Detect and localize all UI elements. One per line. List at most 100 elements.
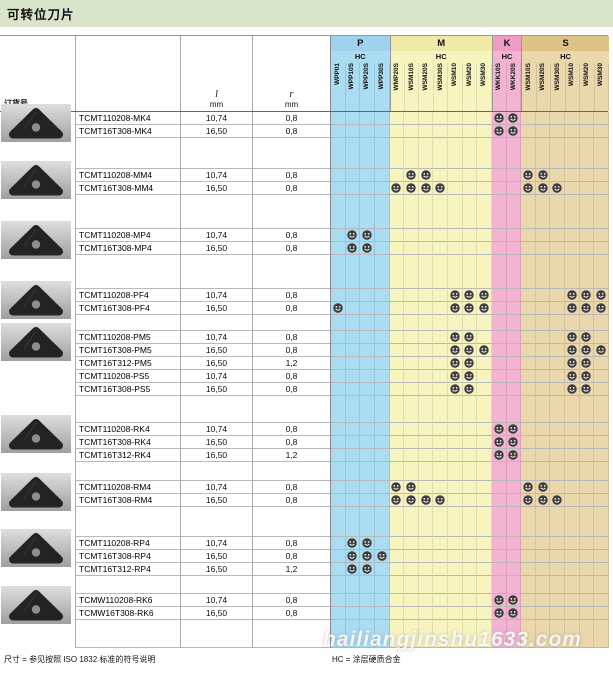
grade-cell [462,436,478,449]
tigertec-smiley-icon [567,303,577,313]
tigertec-smiley-icon [362,230,372,240]
grade-cell [521,620,536,648]
r-value: 0,8 [252,331,330,344]
grade-cell [506,423,522,436]
grade-cell [550,344,565,357]
grade-cell [462,195,478,229]
grade-cell [331,576,346,594]
tigertec-smiley-icon [567,384,577,394]
grade-cell [433,370,448,383]
grade-cell [404,494,419,507]
grade-cell [389,289,405,302]
l-value: 16,50 [180,494,252,507]
grade-cell [345,357,361,370]
tigertec-smiley-icon [493,424,504,434]
table-row: TCMT16T308-MM4 16,50 0,8 [0,182,609,195]
photo-cell [0,370,75,383]
grade-cell [418,620,434,648]
grade-cell [550,607,565,620]
grade-cell [594,550,609,563]
grade-cell [448,594,463,607]
grade-cell [389,182,405,195]
grade-cell [374,125,390,138]
grade-cell [579,357,595,370]
l-value: 16,50 [180,182,252,195]
grade-cell [521,195,536,229]
l-value: 10,74 [180,289,252,302]
grade-cell [506,331,522,344]
grade-cell [550,125,565,138]
grade-cell [550,289,565,302]
grade-cell [579,550,595,563]
grade-group-label: S [522,36,609,51]
table-row: TCMT110208-MP4 10,74 0,8 [0,221,609,259]
grade-cell [594,125,609,138]
grade-cell [433,289,448,302]
grade-cell [550,255,565,289]
order-number: TCMT110208-MM4 [75,169,180,182]
grade-cell [345,537,361,550]
grade-cell [418,370,434,383]
grade-cell [594,620,609,648]
table-body: TCMT110208-MK4 10,74 0,8 TCMT16T308-MK4 16,5… [0,104,609,648]
tigertec-smiley-icon [450,371,460,381]
grade-cell [360,229,375,242]
grade-cell [448,331,463,344]
grade-cell [506,607,522,620]
grade-cell [521,507,536,537]
grade-cell [535,315,551,331]
grade-cell [462,537,478,550]
tigertec-smiley-icon [464,345,475,355]
grade-cell [389,370,405,383]
grade-cell [579,436,595,449]
grade-cell [448,315,463,331]
grade-label: WPP30S [377,63,385,90]
tigertec-smiley-icon [420,170,431,180]
grade-cell [345,242,361,255]
grade-cell [550,370,565,383]
grade-cell [579,563,595,576]
grade-cell [331,138,346,169]
r-value: 1,2 [252,449,330,462]
r-value: 1,2 [252,563,330,576]
grade-cell [448,302,463,315]
grade-cell [448,370,463,383]
grade-cell [579,607,595,620]
tigertec-smiley-icon [508,450,519,460]
grade-cell [418,537,434,550]
grade-cell [462,550,478,563]
grade-cell [477,607,492,620]
insert-photo [1,473,71,511]
grade-cell [433,620,448,648]
grade-cell [448,229,463,242]
grade-cell [418,289,434,302]
insert-photo [1,529,71,567]
grade-cell [535,289,551,302]
grade-cell [550,507,565,537]
grade-cell [448,169,463,182]
grade-cell [565,125,580,138]
grade-cell [374,344,390,357]
grade-cell [521,494,536,507]
grade-cell [404,195,419,229]
grade-label: WPP01 [333,63,341,86]
grade-cell [506,462,522,481]
grade-cell [491,494,507,507]
grade-cell [477,195,492,229]
table-row: TCMT110208-PS5 10,74 0,8 [0,370,609,383]
grade-cell [433,302,448,315]
tigertec-smiley-icon [333,303,343,313]
grade-cell [535,229,551,242]
r-value: 1,2 [252,357,330,370]
grade-cell [579,462,595,481]
grade-cell [579,344,595,357]
grade-cell [550,383,565,396]
grade-cell [491,383,507,396]
tigertec-smiley-icon [479,290,489,300]
grade-cell [491,594,507,607]
grade-cell [521,289,536,302]
grade-cell [565,563,580,576]
grade-cell [374,507,390,537]
grade-cell [360,315,375,331]
grade-cell [594,112,609,125]
